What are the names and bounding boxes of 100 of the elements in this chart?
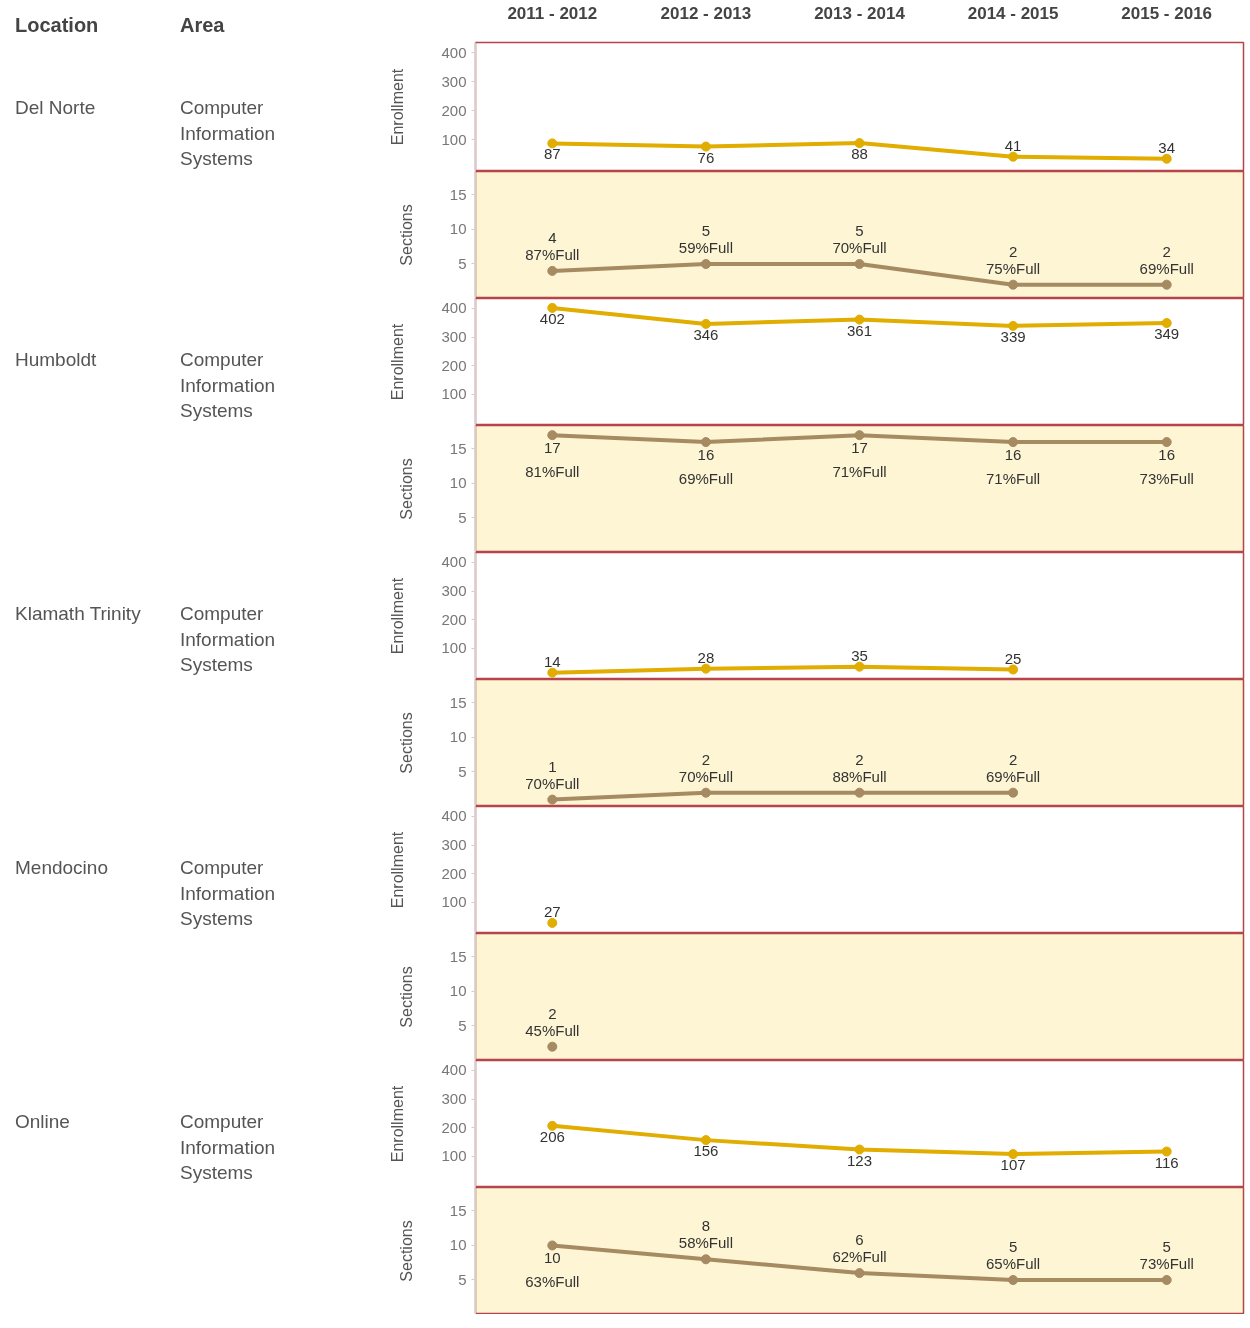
annotation: 73%Full [1139, 1254, 1194, 1272]
data-label: 25 [1004, 649, 1022, 667]
point [854, 259, 865, 269]
point [1008, 320, 1019, 331]
data-label: 14 [543, 652, 561, 670]
y-axis-title: Enrollment [389, 831, 407, 909]
point [854, 314, 865, 325]
text: Computer Information Systems [180, 602, 276, 678]
annotation: 69%Full [986, 767, 1041, 785]
data-label: 16 [1004, 446, 1022, 464]
data-label: 2 [1008, 750, 1018, 768]
y-tick-label: 15 [449, 1201, 467, 1219]
data-label: 10 [543, 1249, 561, 1267]
point [854, 138, 865, 149]
annotation: 69%Full [678, 470, 734, 488]
data-label: 206 [539, 1127, 565, 1145]
y-tick-label: 400 [441, 299, 467, 317]
point [1161, 1146, 1172, 1157]
annotation: 45%Full [525, 1021, 580, 1039]
data-label: 346 [693, 325, 719, 343]
data-label: 16 [1158, 446, 1176, 464]
annotation: 71%Full [986, 470, 1041, 488]
data-label: 116 [1154, 1153, 1179, 1171]
y-tick-label: 10 [449, 982, 467, 1000]
point [1161, 279, 1172, 290]
annotation: 65%Full [986, 1254, 1041, 1272]
annotation: 62%Full [832, 1248, 887, 1266]
text: Computer Information Systems [180, 96, 276, 172]
point [854, 1268, 865, 1279]
y-tick-label: 15 [449, 439, 467, 457]
y-tick-label: 200 [441, 1118, 467, 1136]
y-tick-label: 5 [458, 508, 467, 526]
point [547, 667, 558, 678]
y-tick-label: 5 [458, 254, 467, 272]
y-axis-title: Sections [397, 966, 415, 1028]
point [700, 259, 711, 269]
y-tick-label: 100 [441, 893, 467, 911]
y-axis-title: Enrollment [389, 68, 407, 146]
point [547, 1240, 558, 1251]
y-tick-label: 100 [441, 130, 467, 148]
data-label: 76 [697, 148, 715, 166]
y-tick-label: 100 [441, 639, 467, 657]
data-label: 123 [846, 1151, 873, 1169]
data-label: 107 [1000, 1156, 1026, 1174]
data-label: 2 [1162, 242, 1171, 260]
data-label: 35 [851, 646, 868, 664]
data-label: 2 [855, 750, 864, 768]
annotation: 81%Full [525, 463, 580, 481]
y-tick-label: 300 [441, 328, 467, 346]
data-label: 27 [543, 902, 561, 920]
annotation: 63%Full [525, 1273, 580, 1291]
data-label: 349 [1154, 325, 1180, 343]
y-tick-label: 300 [441, 72, 467, 90]
data-label: 339 [1000, 327, 1026, 345]
point [854, 1144, 865, 1155]
point [547, 302, 558, 313]
data-label: 8 [701, 1217, 711, 1235]
text: Location [15, 13, 99, 38]
y-tick-label: 100 [441, 1147, 467, 1165]
point [1161, 318, 1172, 329]
annotation: 73%Full [1139, 470, 1194, 488]
point [700, 1254, 711, 1265]
annotation: 71%Full [832, 463, 887, 481]
point [1161, 153, 1172, 164]
point [700, 141, 711, 152]
y-tick-label: 300 [441, 1090, 467, 1108]
point [547, 138, 558, 149]
annotation: 59%Full [678, 238, 734, 256]
data-label: 2 [701, 750, 711, 768]
data-label: 2 [1008, 242, 1018, 260]
y-axis-title: Sections [397, 458, 415, 520]
y-tick-label: 200 [441, 610, 467, 628]
y-tick-label: 200 [441, 101, 467, 119]
annotation: 70%Full [678, 767, 734, 785]
y-tick-label: 400 [441, 1061, 467, 1079]
y-tick-label: 10 [449, 1236, 467, 1254]
data-label: 28 [697, 648, 715, 666]
data-label: 88 [851, 145, 868, 163]
x-tick-label: 2011 - 2012 [507, 3, 598, 23]
data-label: 156 [693, 1142, 719, 1160]
data-label: 361 [846, 321, 873, 339]
data-label: 5 [1162, 1237, 1171, 1255]
point [1008, 1149, 1019, 1160]
y-tick-label: 400 [441, 553, 467, 571]
point [1008, 664, 1019, 675]
point [700, 1135, 711, 1146]
y-tick-label: 5 [458, 762, 467, 780]
y-axis-title: Enrollment [389, 323, 407, 401]
annotation: 70%Full [832, 238, 887, 256]
annotation: 69%Full [1139, 259, 1194, 277]
y-axis-title: Sections [397, 712, 415, 774]
text: Klamath Trinity [15, 602, 141, 626]
point [854, 661, 865, 672]
y-tick-label: 300 [441, 836, 467, 854]
data-label: 41 [1004, 136, 1022, 154]
y-tick-label: 200 [441, 864, 467, 882]
annotation: 87%Full [525, 245, 580, 263]
x-tick-label: 2015 - 2016 [1121, 3, 1213, 23]
y-tick-label: 15 [449, 185, 467, 203]
data-label: 34 [1158, 138, 1176, 156]
